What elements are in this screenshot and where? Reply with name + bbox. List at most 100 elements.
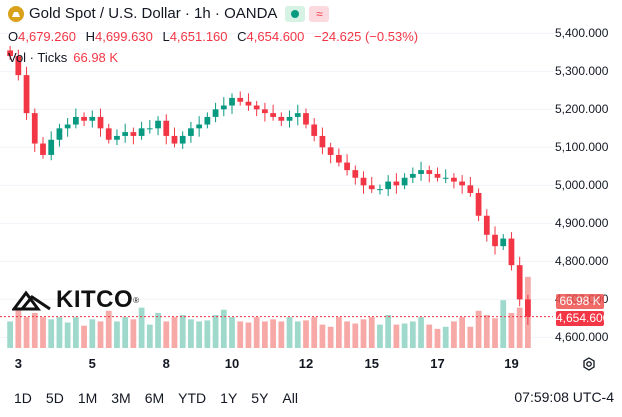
clock-display[interactable]: 07:59:08 UTC-4	[514, 389, 614, 405]
volume-bar	[311, 317, 318, 348]
candle-body	[262, 109, 268, 114]
candle-body	[426, 170, 433, 174]
range-toolbar: 1D 5D 1M 3M 6M YTD 1Y 5Y All	[0, 386, 622, 410]
range-1d-button[interactable]: 1D	[14, 390, 32, 406]
y-tick-label: 5,100.000	[555, 140, 609, 155]
candle	[262, 102, 268, 122]
settings-icon[interactable]	[581, 356, 597, 372]
volume-bar	[344, 321, 350, 348]
candle	[368, 176, 375, 193]
candle	[393, 173, 400, 194]
candle	[409, 167, 416, 184]
candle	[31, 108, 38, 152]
volume-bar	[97, 321, 104, 348]
last-price-badge: 4,654.600	[556, 311, 610, 326]
candle	[171, 127, 178, 148]
candle-body	[229, 97, 235, 106]
volume-bar	[40, 317, 46, 348]
range-1m-button[interactable]: 1M	[77, 390, 98, 406]
candle	[179, 131, 186, 149]
candle	[56, 123, 63, 147]
close-key: C	[237, 29, 247, 44]
candle	[377, 184, 383, 195]
candle	[401, 173, 408, 190]
volume-bar	[434, 328, 441, 348]
candle-body	[171, 135, 178, 144]
candle-body	[56, 128, 63, 140]
range-all-button[interactable]: All	[282, 390, 298, 406]
candle-body	[360, 177, 367, 186]
candle-body	[204, 116, 211, 125]
volume-bar	[516, 307, 523, 348]
candle	[516, 256, 523, 307]
market-open-icon[interactable]	[285, 5, 306, 22]
candle	[220, 97, 227, 117]
candle-body	[335, 154, 342, 163]
candle	[81, 112, 87, 127]
volume-bar	[377, 324, 383, 348]
volume-bar	[368, 317, 375, 348]
candle	[278, 112, 285, 127]
candle	[418, 161, 424, 181]
candle	[245, 93, 252, 111]
candle-body	[500, 238, 507, 247]
volume-bar	[212, 315, 219, 348]
candle	[253, 100, 260, 117]
candle-body	[97, 116, 104, 129]
kitco-registered: ®	[133, 295, 140, 305]
close-value: 4,654.600	[246, 29, 305, 44]
volume-bar	[179, 315, 186, 348]
volume-badge: 66.98 K	[556, 294, 604, 309]
candle-body	[146, 128, 153, 130]
volume-bar	[262, 321, 268, 348]
range-5y-button[interactable]: 5Y	[251, 390, 269, 406]
volume-bar	[418, 317, 424, 348]
candle	[303, 108, 309, 129]
candle-body	[130, 132, 137, 136]
volume-label[interactable]: Vol · Ticks	[8, 50, 68, 65]
volume-bar	[130, 319, 137, 348]
x-tick-label: 5	[88, 356, 96, 371]
candle	[459, 175, 466, 194]
x-tick-label: 15	[364, 356, 379, 371]
wave-icon[interactable]: ≈	[309, 5, 330, 22]
y-tick-label: 5,000.000	[555, 178, 609, 193]
volume-bar	[475, 310, 482, 348]
volume-value: 66.98 K	[73, 50, 119, 65]
symbol-title[interactable]: Gold Spot / U.S. Dollar · 1h · OANDA	[29, 5, 278, 22]
candle	[294, 104, 301, 126]
candle-body	[483, 215, 490, 235]
range-1y-button[interactable]: 1Y	[220, 390, 238, 406]
candle	[344, 154, 350, 176]
range-3m-button[interactable]: 3M	[111, 390, 131, 406]
range-6m-button[interactable]: 6M	[144, 390, 165, 406]
volume-bar	[89, 319, 96, 348]
candle	[327, 142, 334, 164]
volume-bar	[303, 320, 309, 348]
candle	[500, 234, 507, 250]
y-tick-label: 5,400.000	[555, 26, 609, 41]
candle-body	[467, 185, 474, 193]
candle-body	[253, 105, 260, 110]
candle-body	[319, 135, 326, 148]
volume-bar	[81, 325, 87, 348]
volume-bar	[459, 317, 466, 348]
kitco-brand: KITCO	[56, 286, 134, 313]
kitco-logo-icon	[12, 290, 51, 311]
candle	[163, 114, 170, 145]
range-ytd-button[interactable]: YTD	[178, 390, 207, 406]
candle-body	[352, 170, 359, 178]
candle	[525, 294, 531, 325]
candle	[360, 171, 367, 194]
candle-body	[81, 116, 87, 121]
kitco-watermark: KITCO ®	[12, 286, 139, 314]
ohlc-legend: O4,679.260 H4,699.630 L4,651.160 C4,654.…	[8, 29, 424, 44]
candle-body	[327, 147, 334, 155]
candle-body	[516, 265, 523, 300]
candle-body	[72, 116, 79, 125]
volume-bar	[294, 321, 301, 348]
candle	[451, 173, 457, 189]
candle-body	[311, 124, 318, 136]
range-5d-button[interactable]: 5D	[45, 390, 64, 406]
